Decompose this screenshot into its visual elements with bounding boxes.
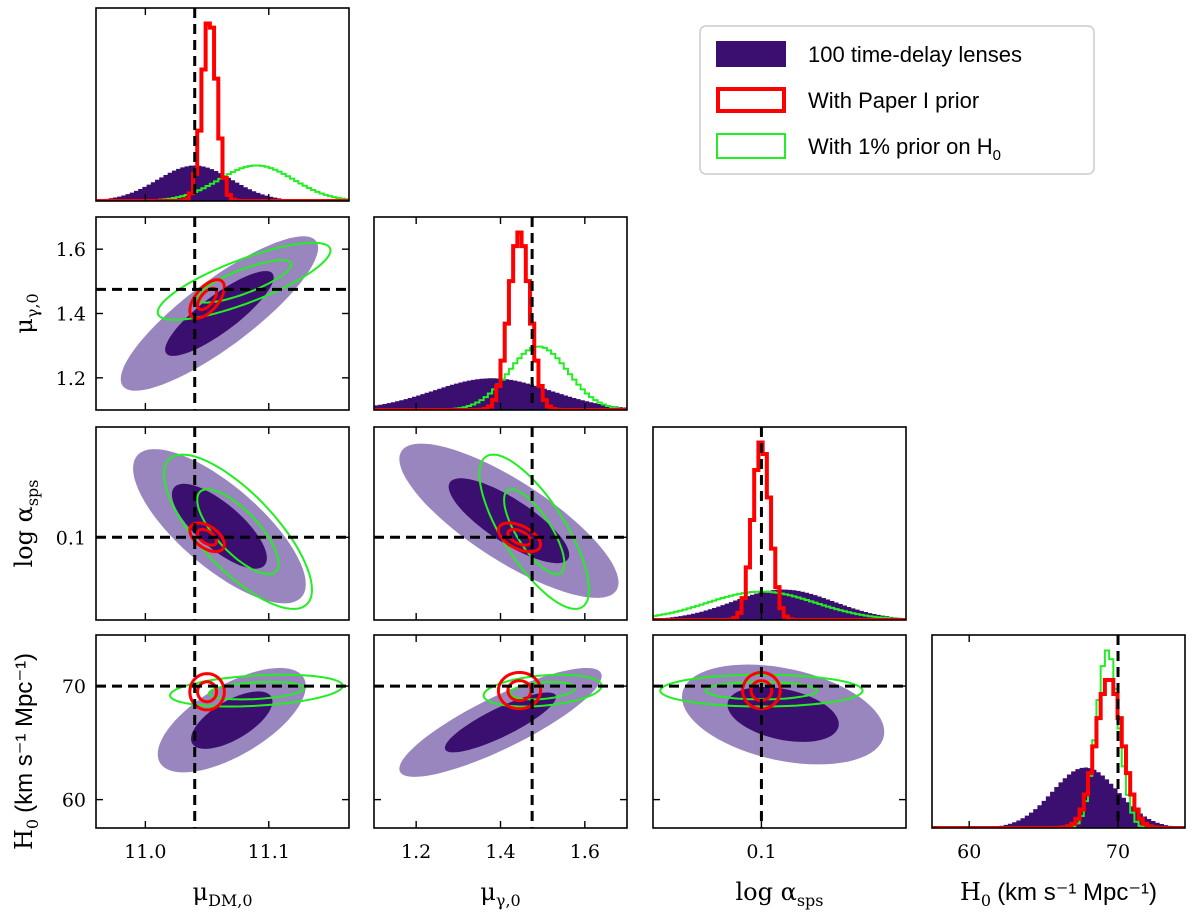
hist-all-h0 <box>932 767 1185 828</box>
marginal-log_alpha <box>653 427 906 620</box>
contour-h0prior-inner <box>704 680 819 701</box>
contour-paper1-outer <box>188 672 226 712</box>
legend-swatch-h0prior <box>716 133 786 159</box>
contour-panel-mu_dm-log_alpha <box>96 427 349 620</box>
panel-frame <box>95 426 350 621</box>
y-tick-label-mu_gamma: 1.6 <box>56 239 86 261</box>
x-tick-label-h0: 60 <box>957 841 981 863</box>
y-axis-label-h0: H0(km s⁻¹ Mpc⁻¹) <box>10 653 42 850</box>
y-axis-label-mu_gamma: μγ,0 <box>10 293 42 333</box>
y-tick-label-mu_gamma: 1.2 <box>56 368 86 390</box>
x-tick-label-h0: 70 <box>1106 841 1130 863</box>
marginal-h0 <box>932 635 1185 828</box>
contour-h0prior-outer <box>482 673 603 708</box>
contour-h0prior-inner <box>207 680 306 701</box>
legend-label-paper1: With Paper I prior <box>808 88 979 113</box>
hist-paper1-mu_dm <box>96 21 349 201</box>
x-tick-label-mu_gamma: 1.6 <box>570 841 600 863</box>
contour-paper1-inner <box>506 527 533 547</box>
contour-all-inner <box>171 483 267 569</box>
contour-panel-log_alpha-h0 <box>653 635 906 828</box>
legend-swatch-all <box>716 41 786 67</box>
contour-panel-mu_gamma-h0 <box>374 635 627 828</box>
contour-h0prior-outer <box>156 241 332 321</box>
y-tick-label-h0: 70 <box>62 676 86 698</box>
legend-swatch-paper1 <box>716 87 786 113</box>
hist-paper1-mu_gamma <box>374 230 627 410</box>
x-tick-label-mu_gamma: 1.4 <box>485 841 515 863</box>
x-axis-label-h0: H0 (km s⁻¹ Mpc⁻¹) <box>960 878 1157 910</box>
x-tick-label-mu_dm: 11.0 <box>124 841 166 863</box>
contour-h0prior-inner <box>195 259 293 304</box>
legend: 100 time-delay lenses With Paper I prior W… <box>699 25 1095 175</box>
contour-h0prior-outer <box>659 673 864 708</box>
contour-paper1-outer <box>741 671 782 711</box>
x-axis-label-mu_dm: μDM,0 <box>192 878 252 910</box>
legend-box <box>699 25 1095 175</box>
contour-all-inner <box>727 687 839 742</box>
contour-panel-mu_dm-h0 <box>96 635 349 828</box>
panel-frame <box>652 426 907 621</box>
panel-frame <box>931 634 1186 829</box>
contour-paper1-inner <box>506 679 533 703</box>
contour-h0prior-outer <box>478 453 591 610</box>
panel-frame <box>95 7 350 202</box>
x-tick-label-log_alpha: 0.1 <box>746 841 776 863</box>
panel-frame <box>652 634 907 829</box>
contour-h0prior-inner <box>509 680 577 701</box>
hist-all-mu_gamma <box>374 378 627 410</box>
legend-label-h0prior: With 1% prior on H0 <box>808 134 1001 164</box>
y-tick-label-mu_gamma: 1.4 <box>56 304 86 326</box>
y-tick-label-h0: 60 <box>62 790 86 812</box>
x-axis-label-log_alpha: log αsps <box>736 878 824 910</box>
marginal-mu_gamma <box>374 217 627 410</box>
contour-panel-mu_gamma-log_alpha <box>374 427 627 620</box>
contour-paper1-inner <box>749 679 774 703</box>
contour-paper1-inner <box>196 680 219 704</box>
marginal-mu_dm <box>96 8 349 201</box>
x-tick-label-mu_gamma: 1.2 <box>401 841 431 863</box>
contour-h0prior-inner <box>503 488 566 576</box>
contour-h0prior-outer <box>168 673 344 708</box>
contour-h0prior-inner <box>196 488 280 576</box>
contour-paper1-outer <box>188 278 226 320</box>
contour-paper1-outer <box>496 521 543 554</box>
y-tick-label-log_alpha: 0.1 <box>56 527 86 549</box>
legend-label-all: 100 time-delay lenses <box>808 42 1022 67</box>
y-axis-label-log_alpha: log αsps <box>10 480 42 568</box>
x-axis-label-mu_gamma: μγ,0 <box>480 878 520 910</box>
hist-all-mu_dm <box>96 165 349 201</box>
x-tick-label-mu_dm: 11.1 <box>248 841 290 863</box>
hist-paper1-log_alpha <box>653 440 906 620</box>
contour-paper1-inner <box>196 527 219 547</box>
contour-panel-mu_dm-mu_gamma <box>96 217 349 410</box>
panel-frame <box>95 634 350 829</box>
contour-paper1-outer <box>188 521 226 554</box>
hist-paper1-h0 <box>932 678 1185 828</box>
contour-paper1-outer <box>496 671 543 711</box>
contour-h0prior-outer <box>162 453 314 610</box>
